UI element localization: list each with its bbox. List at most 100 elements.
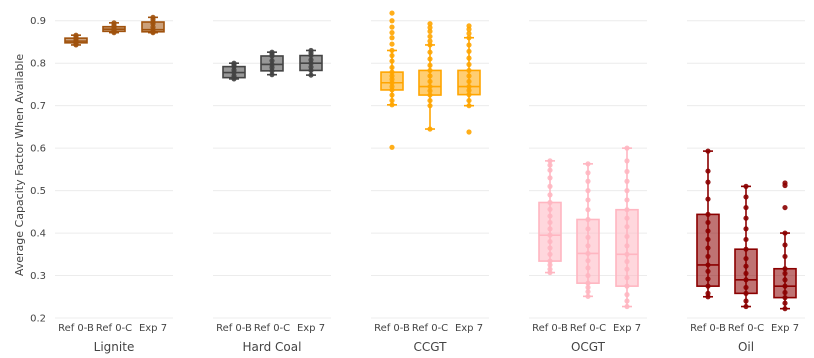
data-point xyxy=(705,268,711,274)
data-point xyxy=(389,41,395,47)
data-point xyxy=(782,300,788,306)
data-point xyxy=(308,47,314,54)
panel-title: CCGT xyxy=(414,340,448,354)
data-point xyxy=(624,292,630,298)
data-point xyxy=(389,73,395,79)
data-point xyxy=(585,284,591,291)
data-point xyxy=(466,35,472,41)
data-point xyxy=(624,145,630,151)
data-point xyxy=(231,60,237,66)
data-point xyxy=(624,207,630,213)
data-point xyxy=(389,10,395,16)
data-point xyxy=(743,290,749,296)
x-tick-label: Exp 7 xyxy=(455,323,483,334)
data-point xyxy=(705,283,711,289)
data-point xyxy=(624,197,630,203)
data-point xyxy=(547,219,553,226)
y-tick-label: 0.7 xyxy=(30,101,46,112)
data-point xyxy=(269,49,275,55)
box xyxy=(615,145,639,310)
data-point xyxy=(743,204,749,211)
panels: Ref 0-B Ref 0-C Exp 7 Lignite Ref 0-B Ref 0-C… xyxy=(58,10,799,354)
data-point xyxy=(782,180,788,186)
data-point xyxy=(427,78,433,85)
box xyxy=(299,47,323,78)
data-point xyxy=(389,58,395,64)
data-point xyxy=(624,188,630,194)
data-point xyxy=(389,35,395,41)
x-tick-label: Ref 0-B xyxy=(216,323,252,334)
data-point xyxy=(111,20,117,26)
data-point xyxy=(466,103,472,109)
data-point xyxy=(585,293,591,299)
data-point xyxy=(466,73,472,79)
data-point xyxy=(705,262,711,268)
data-point xyxy=(743,263,749,269)
data-point xyxy=(547,232,553,238)
data-point xyxy=(389,64,395,71)
x-tick-label: Ref 0-C xyxy=(96,323,132,334)
panel-title: Oil xyxy=(738,340,754,354)
box xyxy=(260,49,284,78)
box xyxy=(576,161,600,299)
data-point xyxy=(624,266,630,272)
data-point xyxy=(427,103,433,109)
data-point xyxy=(389,30,395,36)
data-point xyxy=(624,283,630,289)
data-point xyxy=(705,253,711,260)
data-point xyxy=(427,56,433,62)
data-point xyxy=(585,258,591,264)
data-point xyxy=(547,258,553,264)
data-point xyxy=(743,284,749,291)
data-point xyxy=(269,61,275,68)
data-point xyxy=(466,61,472,68)
data-point xyxy=(585,197,591,203)
box xyxy=(418,21,442,132)
data-point xyxy=(624,251,630,257)
data-point xyxy=(150,14,156,20)
data-point xyxy=(547,192,553,198)
box xyxy=(734,183,758,310)
data-point xyxy=(547,206,553,212)
data-point xyxy=(782,266,788,272)
data-point xyxy=(585,272,591,279)
data-point xyxy=(427,42,433,48)
data-point xyxy=(389,83,395,90)
data-point xyxy=(705,228,711,234)
data-point xyxy=(547,167,553,173)
data-point xyxy=(427,73,433,79)
y-tick-label: 0.4 xyxy=(30,229,46,240)
panel-ocgt: Ref 0-B Ref 0-C Exp 7 OCGT xyxy=(532,145,641,354)
data-point xyxy=(547,251,553,257)
data-point xyxy=(624,303,630,310)
panel-ccgt: Ref 0-B Ref 0-C Exp 7 CCGT xyxy=(374,10,483,354)
data-point xyxy=(585,207,591,213)
data-point xyxy=(585,178,591,184)
data-point xyxy=(466,23,472,29)
box xyxy=(773,180,797,312)
data-point xyxy=(705,276,711,282)
data-point xyxy=(585,250,591,257)
data-point xyxy=(743,270,749,277)
data-point xyxy=(624,158,630,164)
data-point xyxy=(585,161,591,167)
data-point xyxy=(585,170,591,176)
data-point xyxy=(73,32,79,38)
panel-title: Lignite xyxy=(94,340,135,354)
data-point xyxy=(782,277,788,283)
data-point xyxy=(743,298,749,304)
data-point xyxy=(427,38,433,44)
data-point xyxy=(389,24,395,30)
x-tick-label: Ref 0-B xyxy=(532,323,568,334)
data-point xyxy=(624,215,630,221)
data-point xyxy=(389,102,395,108)
data-point xyxy=(624,233,630,240)
data-point xyxy=(427,62,433,68)
data-point xyxy=(269,58,275,64)
data-point xyxy=(705,211,711,217)
data-point xyxy=(782,289,788,296)
data-point xyxy=(466,92,472,98)
data-point xyxy=(466,129,472,135)
data-point xyxy=(466,67,472,74)
data-point xyxy=(427,88,433,94)
